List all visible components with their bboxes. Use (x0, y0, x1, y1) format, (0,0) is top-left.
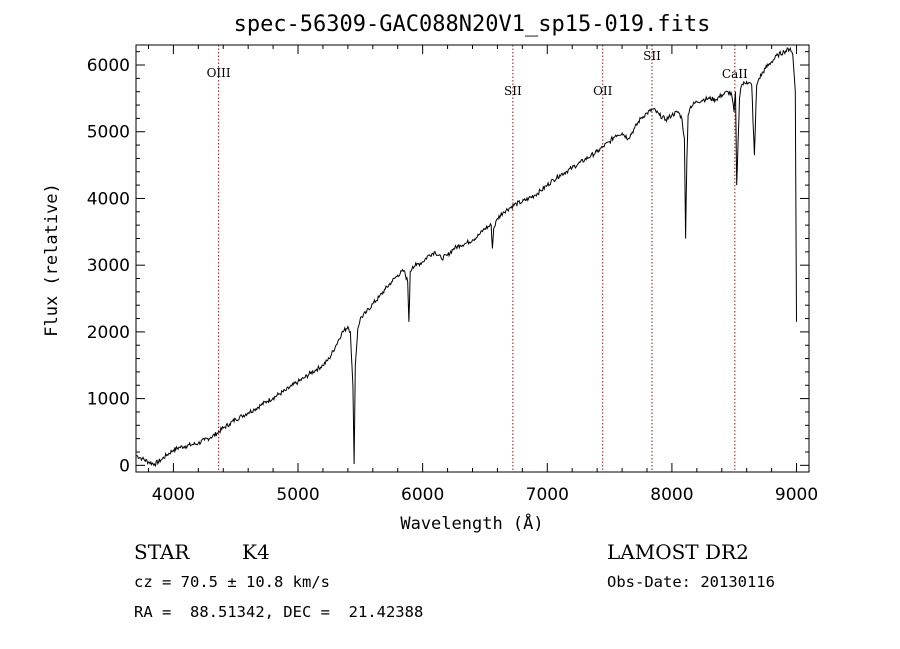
y-axis-label: Flux (relative) (42, 183, 62, 337)
object-type: STAR (134, 540, 190, 564)
observation-date: Obs-Date: 20130116 (607, 573, 775, 591)
y-tick-label: 3000 (87, 256, 130, 276)
y-tick-label: 2000 (87, 323, 130, 343)
y-tick-label: 1000 (87, 390, 130, 410)
x-axis-label: Wavelength (Å) (400, 512, 543, 534)
redshift-velocity: cz = 70.5 ± 10.8 km/s (134, 573, 330, 591)
marker-label-caii-4: CaII (722, 67, 748, 81)
x-tick-label: 4000 (152, 485, 195, 505)
y-tick-label: 6000 (87, 56, 130, 76)
y-tick-label: 0 (119, 456, 130, 476)
spectral-subclass: K4 (242, 540, 270, 564)
chart-title: spec-56309-GAC088N20V1_sp15-019.fits (234, 12, 711, 37)
x-tick-label: 7000 (526, 485, 569, 505)
y-tick-label: 4000 (87, 189, 130, 209)
x-tick-label: 6000 (401, 485, 444, 505)
spectrum-line (135, 47, 797, 468)
survey-label: LAMOST DR2 (607, 540, 749, 564)
marker-label-oiii-0: OIII (207, 66, 231, 80)
marker-label-sii-3: SII (643, 49, 661, 63)
x-tick-label: 8000 (650, 485, 693, 505)
marker-label-oii-2: OII (593, 84, 613, 98)
x-tick-label: 5000 (276, 485, 319, 505)
sky-coordinates: RA = 88.51342, DEC = 21.42388 (134, 603, 424, 621)
plot-frame (135, 44, 810, 473)
y-tick-label: 5000 (87, 123, 130, 143)
marker-label-sii-1: SII (504, 84, 522, 98)
x-tick-label: 9000 (775, 485, 818, 505)
